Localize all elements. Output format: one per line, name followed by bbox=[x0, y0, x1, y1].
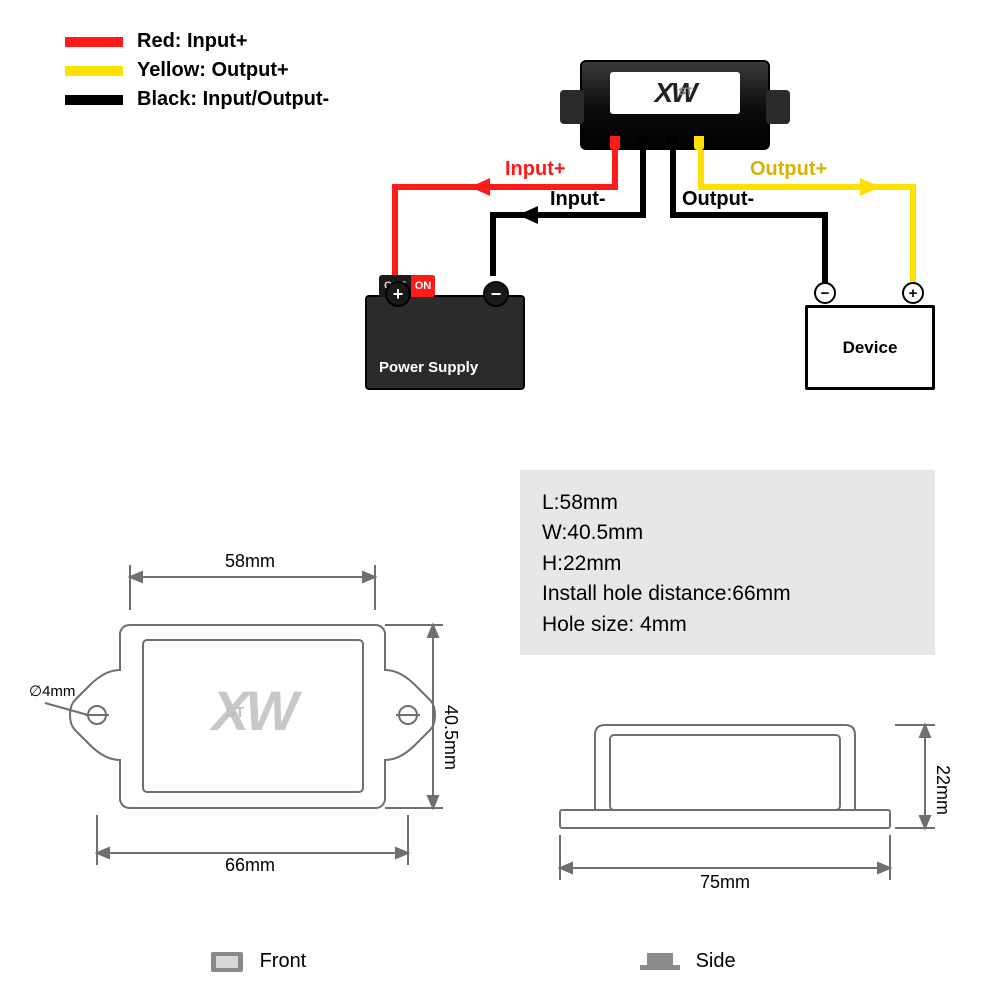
legend-row: Red: Input+ bbox=[65, 30, 329, 53]
device-box: Device bbox=[805, 305, 935, 390]
spec-box: L:58mm W:40.5mm H:22mm Install hole dist… bbox=[520, 470, 935, 655]
label-output-plus: Output+ bbox=[750, 158, 827, 181]
legend-row: Yellow: Output+ bbox=[65, 59, 329, 82]
side-icon bbox=[640, 953, 680, 971]
side-view-drawing: 22mm 75mm bbox=[540, 680, 960, 910]
arrow-input-plus bbox=[470, 178, 490, 196]
dim-hole: ∅4mm bbox=[29, 682, 75, 700]
psu-terminal-plus: + bbox=[385, 281, 411, 307]
wire-output-plus bbox=[910, 184, 916, 284]
power-supply-box: OFF ON + − Power Supply bbox=[365, 295, 525, 390]
legend-label: Red: Input+ bbox=[137, 30, 248, 53]
psu-terminal-minus: − bbox=[483, 281, 509, 307]
spec-line: Install hole distance:66mm bbox=[542, 579, 913, 609]
spec-line: Hole size: 4mm bbox=[542, 610, 913, 640]
device-terminal-plus: + bbox=[902, 282, 924, 304]
wiring-diagram: XW ST Input+ Input- Output- Output+ OFF bbox=[350, 60, 950, 430]
wire-input-plus bbox=[392, 184, 398, 276]
front-logo-sub: ST bbox=[225, 704, 244, 721]
logo-sub: ST bbox=[678, 86, 692, 98]
arrow-input-minus bbox=[518, 206, 538, 224]
dim-66mm: 66mm bbox=[225, 855, 275, 876]
wire-output-plus bbox=[698, 184, 916, 190]
front-icon bbox=[210, 951, 244, 973]
color-legend: Red: Input+ Yellow: Output+ Black: Input… bbox=[65, 30, 329, 117]
legend-row: Black: Input/Output- bbox=[65, 88, 329, 111]
side-view-caption: Side bbox=[640, 950, 736, 973]
wire-output-minus bbox=[670, 212, 828, 218]
dim-75mm: 75mm bbox=[700, 872, 750, 893]
front-logo: XW bbox=[209, 679, 302, 742]
wire-input-minus bbox=[640, 150, 646, 218]
front-view-caption: Front bbox=[210, 950, 306, 973]
arrow-output-plus bbox=[860, 178, 880, 196]
converter-logo: XW ST bbox=[654, 77, 695, 109]
legend-swatch-yellow bbox=[65, 66, 123, 76]
converter-logo-plate: XW ST bbox=[610, 72, 740, 114]
wire-output-minus bbox=[822, 212, 828, 284]
converter-module: XW ST bbox=[580, 60, 770, 150]
wire-input-minus bbox=[490, 212, 646, 218]
label-input-minus: Input- bbox=[550, 188, 606, 211]
psu-label: Power Supply bbox=[379, 359, 478, 376]
dim-40mm: 40.5mm bbox=[440, 705, 461, 770]
label-input-plus: Input+ bbox=[505, 158, 566, 181]
front-view-drawing: XW ST 58mm 40.5mm 66mm ∅4mm bbox=[35, 555, 475, 925]
device-label: Device bbox=[843, 338, 898, 358]
front-label-text: Front bbox=[260, 950, 307, 972]
legend-swatch-red bbox=[65, 37, 123, 47]
dim-22mm: 22mm bbox=[932, 765, 953, 815]
legend-label: Black: Input/Output- bbox=[137, 88, 329, 111]
spec-line: W:40.5mm bbox=[542, 518, 913, 548]
switch-on-label: ON bbox=[411, 275, 435, 297]
wire-input-minus bbox=[490, 212, 496, 276]
label-output-minus: Output- bbox=[682, 188, 754, 211]
dim-58mm: 58mm bbox=[225, 551, 275, 572]
legend-swatch-black bbox=[65, 95, 123, 105]
wire-output-minus bbox=[670, 150, 676, 218]
device-terminal-minus: − bbox=[814, 282, 836, 304]
legend-label: Yellow: Output+ bbox=[137, 59, 289, 82]
spec-line: H:22mm bbox=[542, 549, 913, 579]
spec-line: L:58mm bbox=[542, 488, 913, 518]
side-label-text: Side bbox=[696, 950, 736, 972]
